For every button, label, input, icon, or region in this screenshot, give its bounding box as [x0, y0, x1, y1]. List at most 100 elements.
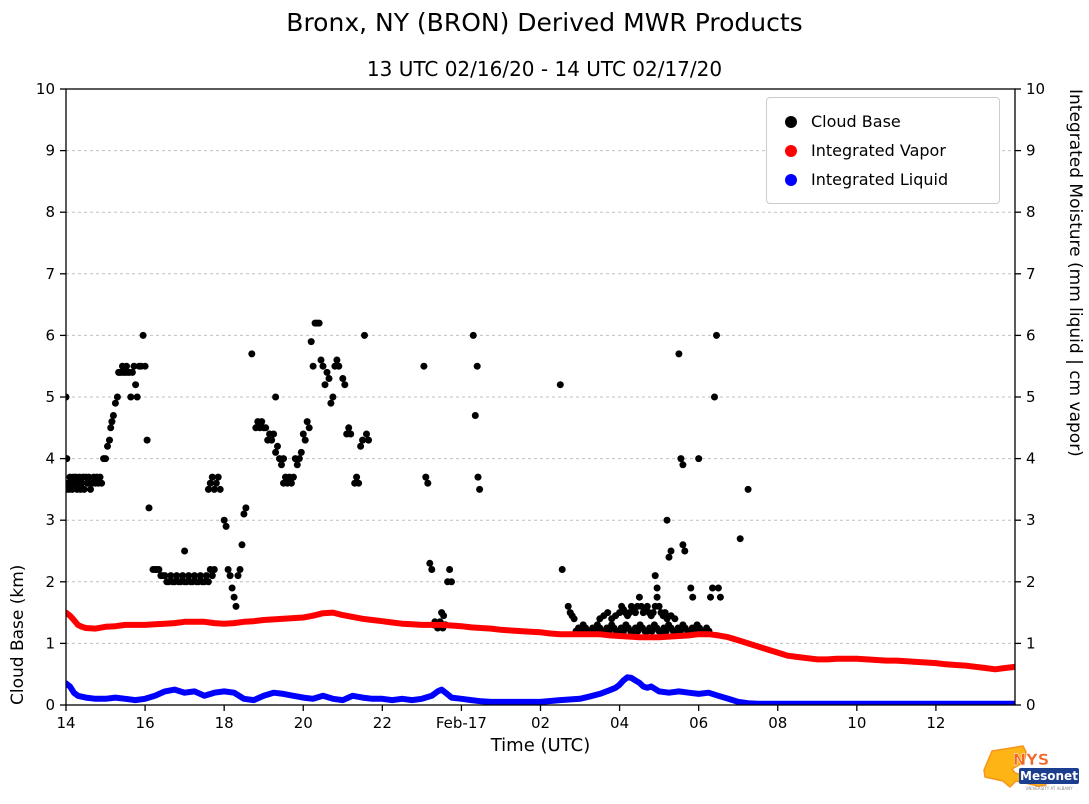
- cloud-base-point: [707, 593, 714, 601]
- x-tick-label: 12: [926, 714, 945, 732]
- cloud-base-point: [108, 418, 116, 426]
- cloud-base-point: [216, 485, 224, 493]
- page-subtitle: 13 UTC 02/16/20 - 14 UTC 02/17/20: [366, 57, 723, 81]
- cloud-base-point: [476, 485, 484, 493]
- x-tick-label: 10: [847, 714, 866, 732]
- cloud-base-point: [315, 319, 323, 327]
- cloud-base-point: [222, 522, 230, 530]
- cloud-base-point: [212, 479, 220, 487]
- cloud-base-point: [106, 436, 113, 444]
- cloud-base-point: [289, 473, 297, 481]
- cloud-base-point: [132, 381, 140, 389]
- cloud-base-point: [141, 362, 149, 370]
- integrated-liquid-line: [66, 674, 1015, 705]
- cloud-base-point: [736, 535, 744, 543]
- cloud-base-point: [323, 368, 331, 376]
- cloud-base-point: [196, 572, 204, 580]
- cloud-base-point: [145, 504, 153, 512]
- y-tick-label-left: 10: [36, 80, 55, 98]
- cloud-base-point: [185, 572, 193, 580]
- x-tick-label: 22: [373, 714, 392, 732]
- cloud-base-point: [262, 424, 270, 432]
- cloud-base-point: [473, 362, 481, 370]
- y-tick-label-left: 6: [45, 326, 55, 344]
- cloud-base-point: [128, 368, 136, 376]
- cloud-base-point: [319, 362, 327, 370]
- y-tick-label-left: 3: [45, 511, 55, 529]
- legend-label: Integrated Vapor: [811, 141, 946, 160]
- cloud-base-point: [224, 566, 232, 573]
- y-tick-label-left: 4: [45, 450, 55, 468]
- cloud-base-point: [649, 609, 657, 617]
- cloud-base-point: [127, 393, 135, 401]
- cloud-base-point: [440, 612, 448, 620]
- cloud-base-point: [191, 572, 198, 580]
- cloud-base-point: [361, 331, 368, 339]
- cloud-base-point: [471, 412, 479, 419]
- page-title: Bronx, NY (BRON) Derived MWR Products: [286, 8, 803, 37]
- chart-legend: Cloud Base Integrated Vapor Integrated L…: [766, 97, 1000, 204]
- cloud-base-point: [240, 510, 248, 518]
- cloud-base-point: [333, 356, 341, 364]
- legend-item-cloud-base: Cloud Base: [767, 107, 999, 136]
- y-tick-label-left: 9: [45, 142, 55, 160]
- cloud-base-point: [167, 572, 175, 580]
- series-layer: [66, 319, 1015, 705]
- cloud-base-point: [220, 516, 228, 524]
- cloud-base-point: [345, 424, 353, 432]
- cloud-base-point: [661, 609, 669, 617]
- cloud-base-point: [204, 485, 212, 493]
- cloud-base-point: [274, 442, 281, 450]
- cloud-base-point: [68, 485, 76, 493]
- cloud-base-point: [303, 418, 311, 426]
- cloud-base-point: [675, 350, 683, 358]
- cloud-base-point: [677, 455, 685, 463]
- y-tick-label-right: 1: [1026, 634, 1036, 652]
- cloud-base-point: [716, 593, 724, 601]
- integrated-vapor-line: [66, 609, 1015, 673]
- integrated-liquid-marker-icon: [785, 173, 797, 186]
- cloud-base-point: [96, 473, 104, 481]
- y-tick-label-right: 8: [1026, 203, 1036, 221]
- cloud-base-point: [665, 553, 673, 561]
- cloud-base-point: [339, 375, 347, 382]
- cloud-base-point: [329, 393, 337, 401]
- x-tick-label: 16: [136, 714, 155, 732]
- cloud-base-point: [272, 393, 280, 401]
- cloud-base-point: [78, 479, 86, 487]
- y-tick-label-left: 8: [45, 203, 55, 221]
- cloud-base-point: [143, 436, 151, 444]
- cloud-base-point: [258, 418, 266, 426]
- y-tick-label-right: 5: [1026, 388, 1036, 406]
- cloud-base-point: [287, 479, 295, 487]
- cloud-base-point: [359, 436, 367, 444]
- y-tick-label-right: 10: [1026, 80, 1045, 98]
- cloud-base-point: [635, 593, 643, 601]
- cloud-base-point: [226, 572, 234, 580]
- x-tick-label: 18: [215, 714, 234, 732]
- cloud-base-point: [155, 566, 163, 573]
- cloud-base-point: [104, 442, 111, 450]
- y-tick-label-right: 9: [1026, 142, 1036, 160]
- y-tick-label-right: 0: [1026, 696, 1036, 714]
- legend-label: Integrated Liquid: [811, 170, 949, 189]
- cloud-base-point: [321, 381, 329, 389]
- cloud-base-point: [363, 430, 370, 438]
- y-tick-label-left: 2: [45, 573, 55, 591]
- cloud-base-point: [422, 473, 430, 481]
- integrated-vapor-marker-icon: [785, 144, 797, 157]
- cloud-base-point: [123, 362, 130, 370]
- cloud-base-point: [236, 566, 244, 573]
- cloud-base-point: [474, 473, 482, 481]
- cloud-base-point: [347, 430, 355, 438]
- x-tick-label: 04: [610, 714, 629, 732]
- cloud-base-point: [653, 593, 661, 601]
- cloud-base-point: [133, 393, 141, 401]
- cloud-base-point: [317, 356, 325, 364]
- cloud-base-point: [210, 485, 218, 493]
- cloud-base-point: [130, 362, 138, 370]
- logo-nys-text: NYS: [1013, 750, 1050, 769]
- cloud-base-point: [202, 572, 210, 580]
- cloud-base-point: [293, 461, 301, 469]
